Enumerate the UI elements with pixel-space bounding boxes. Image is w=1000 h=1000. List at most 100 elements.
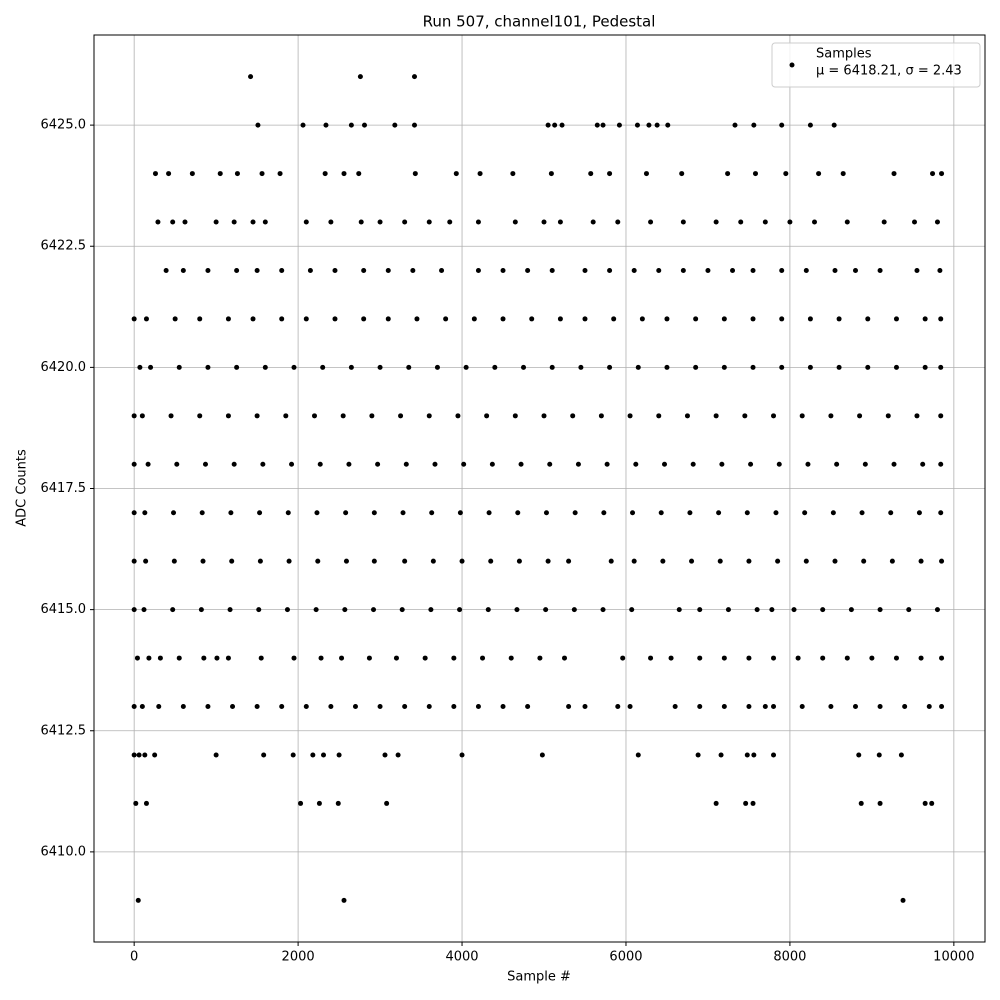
x-tick-label: 6000 bbox=[609, 950, 642, 965]
data-point bbox=[844, 219, 850, 225]
data-point bbox=[313, 607, 319, 613]
data-point bbox=[719, 461, 725, 467]
data-point bbox=[459, 752, 465, 758]
data-point bbox=[346, 461, 352, 467]
data-point bbox=[139, 413, 145, 419]
data-point bbox=[166, 171, 172, 177]
data-point bbox=[457, 607, 463, 613]
data-point bbox=[137, 364, 143, 370]
data-point bbox=[156, 704, 162, 710]
data-point bbox=[687, 510, 693, 516]
data-point bbox=[131, 558, 137, 564]
data-point bbox=[341, 171, 347, 177]
data-point bbox=[197, 316, 203, 322]
data-point bbox=[744, 510, 750, 516]
data-point bbox=[412, 171, 418, 177]
data-point bbox=[403, 461, 409, 467]
data-point bbox=[912, 219, 918, 225]
data-point bbox=[831, 122, 837, 128]
data-point bbox=[214, 655, 220, 661]
data-point bbox=[262, 219, 268, 225]
data-point bbox=[885, 413, 891, 419]
data-point bbox=[631, 558, 637, 564]
data-point bbox=[857, 413, 863, 419]
data-point bbox=[525, 704, 531, 710]
data-point bbox=[939, 558, 945, 564]
data-point bbox=[298, 800, 304, 806]
data-point bbox=[816, 171, 822, 177]
data-point bbox=[371, 558, 377, 564]
data-point bbox=[432, 461, 438, 467]
data-point bbox=[545, 558, 551, 564]
data-point bbox=[658, 510, 664, 516]
y-tick-label: 6420.0 bbox=[41, 360, 87, 375]
data-point bbox=[662, 461, 668, 467]
data-point bbox=[840, 171, 846, 177]
data-point bbox=[575, 461, 581, 467]
data-point bbox=[721, 364, 727, 370]
data-point bbox=[668, 655, 674, 661]
data-point bbox=[285, 510, 291, 516]
data-point bbox=[559, 122, 565, 128]
data-point bbox=[131, 510, 137, 516]
data-point bbox=[321, 752, 327, 758]
data-point bbox=[771, 752, 777, 758]
data-point bbox=[799, 704, 805, 710]
data-point bbox=[807, 364, 813, 370]
data-point bbox=[926, 704, 932, 710]
data-point bbox=[604, 461, 610, 467]
y-tick-label: 6417.5 bbox=[41, 481, 87, 496]
data-point bbox=[377, 219, 383, 225]
data-point bbox=[459, 558, 465, 564]
data-point bbox=[341, 897, 347, 903]
y-tick-label: 6410.0 bbox=[41, 844, 87, 859]
data-point bbox=[131, 461, 137, 467]
data-point bbox=[922, 316, 928, 322]
data-point bbox=[475, 704, 481, 710]
data-point bbox=[891, 171, 897, 177]
legend-label: Samples bbox=[816, 47, 872, 62]
data-point bbox=[672, 704, 678, 710]
data-point bbox=[607, 364, 613, 370]
data-point bbox=[693, 364, 699, 370]
data-point bbox=[508, 655, 514, 661]
data-point bbox=[862, 461, 868, 467]
legend-note: μ = 6418.21, σ = 2.43 bbox=[816, 64, 962, 79]
data-point bbox=[859, 510, 865, 516]
data-point bbox=[570, 413, 576, 419]
data-point bbox=[828, 413, 834, 419]
data-point bbox=[608, 558, 614, 564]
data-point bbox=[512, 219, 518, 225]
data-point bbox=[230, 704, 236, 710]
data-point bbox=[335, 800, 341, 806]
data-point bbox=[406, 364, 412, 370]
data-point bbox=[713, 800, 719, 806]
data-point bbox=[914, 413, 920, 419]
data-point bbox=[414, 316, 420, 322]
data-point bbox=[646, 122, 652, 128]
data-point bbox=[486, 510, 492, 516]
data-point bbox=[300, 122, 306, 128]
data-point bbox=[262, 364, 268, 370]
data-point bbox=[336, 752, 342, 758]
data-point bbox=[141, 607, 147, 613]
data-point bbox=[142, 510, 148, 516]
data-point bbox=[799, 413, 805, 419]
data-point bbox=[705, 267, 711, 273]
data-point bbox=[402, 704, 408, 710]
data-point bbox=[566, 704, 572, 710]
data-point bbox=[545, 122, 551, 128]
data-point bbox=[856, 752, 862, 758]
data-point bbox=[893, 316, 899, 322]
data-point bbox=[250, 219, 256, 225]
data-point bbox=[529, 316, 535, 322]
data-point bbox=[582, 267, 588, 273]
data-point bbox=[552, 122, 558, 128]
data-point bbox=[752, 171, 758, 177]
data-point bbox=[680, 267, 686, 273]
data-point bbox=[152, 752, 158, 758]
data-point bbox=[500, 316, 506, 322]
data-point bbox=[876, 752, 882, 758]
data-point bbox=[148, 364, 154, 370]
data-point bbox=[807, 316, 813, 322]
